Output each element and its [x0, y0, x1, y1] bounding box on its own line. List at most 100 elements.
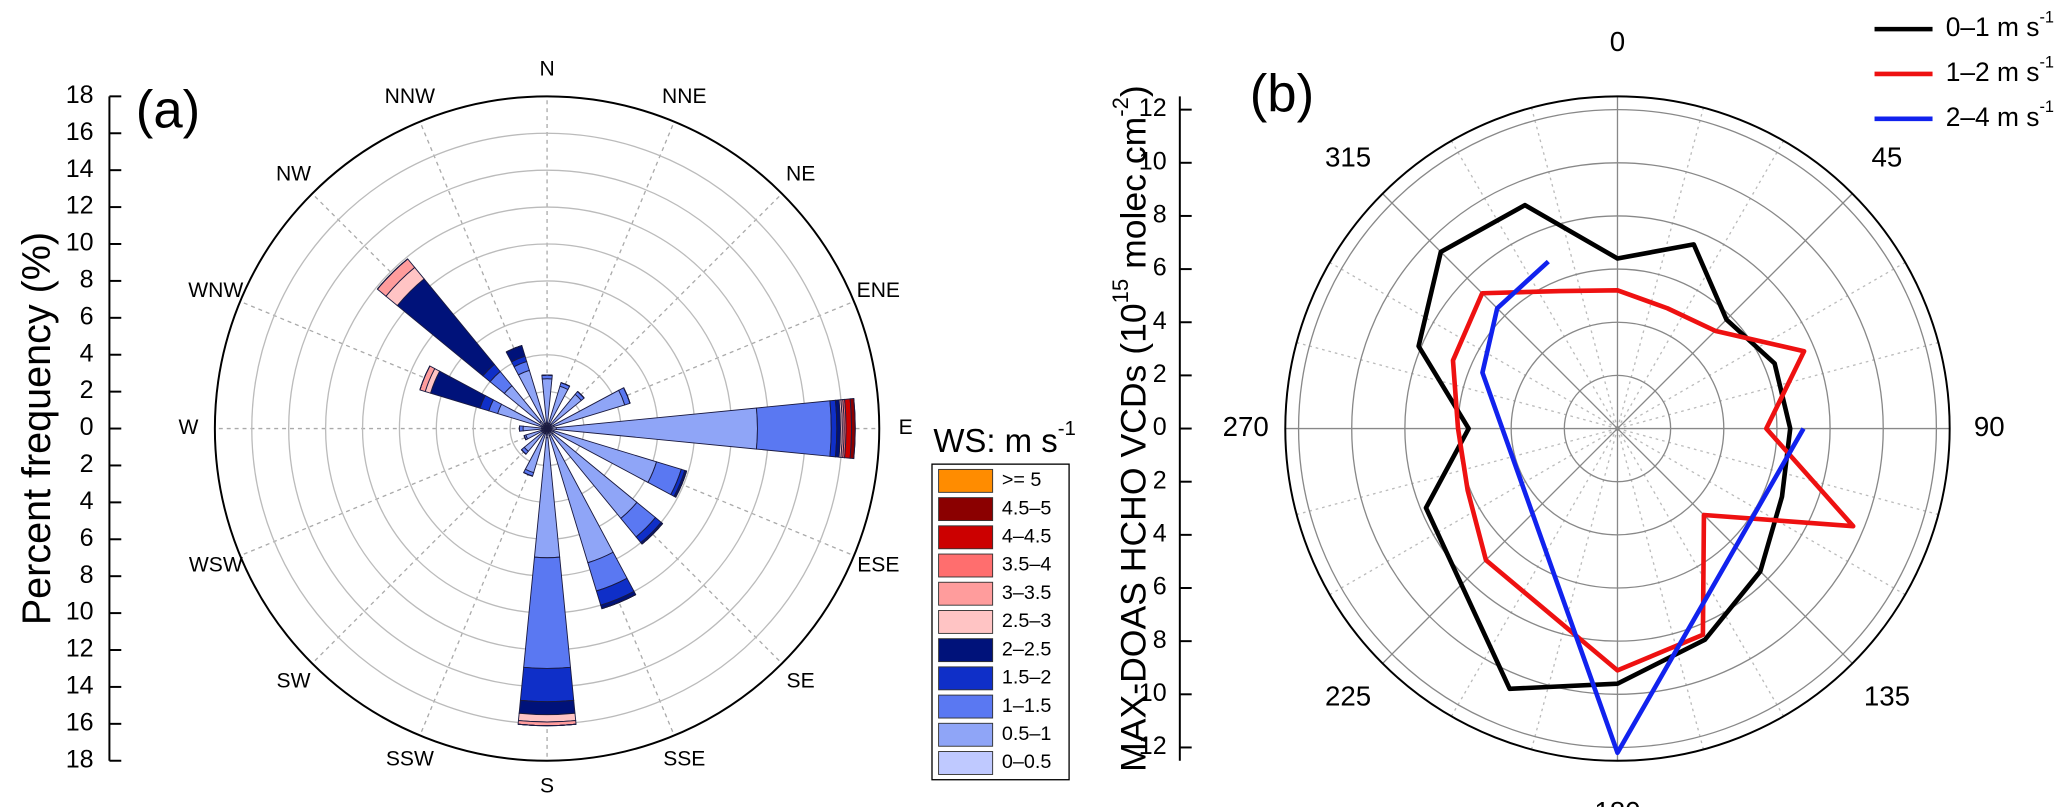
series-line [1416, 202, 1793, 692]
direction-label: SW [277, 670, 311, 693]
legend-label: 2–2.5 [1002, 638, 1051, 660]
legend-label: >= 5 [1002, 469, 1042, 491]
wedge-segment [518, 723, 577, 727]
outer-ring [213, 95, 881, 762]
direction-label: SSE [663, 747, 705, 770]
legend-label: 0.5–1 [1002, 723, 1051, 745]
direction-label: WSW [189, 553, 243, 576]
y-tick-label: 8 [80, 561, 94, 589]
y-axis-label-text: MAX-DOAS HCHO VCDs (10 [1114, 303, 1154, 772]
outer-ring [1284, 95, 1951, 762]
angle-tick-label: 90 [1974, 411, 2005, 442]
legend-label: 0–0.5 [1002, 751, 1051, 773]
y-tick-label: 6 [1153, 254, 1167, 282]
spoke [546, 121, 675, 429]
y-tick-label: 18 [66, 745, 94, 773]
y-tick-label: 10 [1139, 679, 1167, 707]
legend-swatch [938, 610, 994, 634]
legend-title-sup: -1 [1058, 418, 1076, 440]
minor-spoke [1450, 428, 1619, 717]
legend-label-text: 0–1 m s [1946, 12, 2040, 42]
legend-label-sup: -1 [2039, 54, 2054, 72]
y-axis-label: MAX-DOAS HCHO VCDs (1015 molec cm-2) [1108, 85, 1154, 772]
y-tick-label: 6 [80, 524, 94, 552]
series-line [1450, 288, 1856, 673]
wedge-segment [517, 712, 577, 723]
minor-spoke [1450, 140, 1619, 429]
legend-label-sup: -1 [2039, 9, 2054, 27]
angle-grid-line [1382, 428, 1618, 664]
panel-label: (a) [136, 80, 200, 139]
minor-spoke [1616, 140, 1785, 429]
legend-label: 1.5–2 [1002, 667, 1051, 689]
direction-label: W [179, 416, 199, 439]
spoke [311, 428, 548, 664]
wedge-segment [523, 556, 571, 669]
minor-spoke [1616, 107, 1705, 429]
y-tick-label: 6 [1153, 573, 1167, 601]
legend-swatch [938, 666, 994, 691]
y-tick-label: 14 [66, 672, 94, 700]
y-tick-label: 2 [80, 450, 94, 478]
legend-label: 3–3.5 [1002, 582, 1051, 604]
direction-label: S [540, 775, 554, 798]
legend-swatch [938, 638, 994, 663]
legend-label: 2.5–3 [1002, 610, 1051, 632]
y-tick-label: 0 [1153, 413, 1167, 441]
angle-grid-line [1617, 193, 1853, 430]
y-tick-label: 8 [1153, 626, 1167, 654]
spoke [419, 428, 548, 736]
angle-tick-label: 135 [1864, 680, 1910, 711]
wedge-segment [522, 425, 543, 432]
legend-label: 4.5–5 [1002, 497, 1051, 519]
direction-label: N [539, 58, 554, 81]
legend-swatch [938, 525, 994, 550]
y-tick-label: 4 [80, 487, 94, 515]
legend-label: 1–2 m s-1 [1946, 54, 2054, 87]
y-tick-label: 14 [66, 155, 94, 183]
wedge-segment [396, 278, 496, 377]
y-axis-label-sup: 15 [1108, 279, 1133, 304]
spoke [546, 193, 783, 430]
legend-label: 0–1 m s-1 [1946, 9, 2054, 42]
wedge-segment [523, 472, 533, 477]
y-tick-label: 10 [66, 229, 94, 257]
legend-swatch [938, 751, 994, 775]
y-tick-label: 4 [1153, 519, 1167, 547]
minor-spoke [1329, 261, 1618, 430]
angle-tick-label: 225 [1325, 680, 1371, 711]
y-axis-label-sup: -2 [1108, 97, 1133, 117]
legend-swatch [938, 581, 994, 606]
y-tick-label: 2 [1153, 360, 1167, 388]
angle-tick-label: 315 [1325, 141, 1371, 172]
panel-a: N NNE NE ENE E ESE SE SSE S SSW SW WSW W WNW NW NNW 0 2 2 4… [15, 58, 1076, 798]
y-tick-label: 12 [66, 192, 94, 220]
y-tick-label: 2 [1153, 466, 1167, 494]
wedge-segment [429, 370, 486, 409]
legend-swatch [938, 468, 994, 493]
legend-swatch [938, 722, 994, 747]
direction-label: SE [787, 670, 815, 693]
angle-tick-label: 180 [1594, 796, 1640, 807]
wedge-segment [518, 425, 524, 432]
direction-label: E [899, 416, 913, 439]
direction-label: SSW [386, 747, 434, 770]
wedge-segment [755, 400, 832, 457]
direction-label: NNW [385, 85, 435, 108]
wedge-segment [541, 374, 553, 380]
legend-swatch [938, 553, 994, 578]
panel-b: 0459013518022527031502244668810101212MAX… [1108, 9, 2054, 807]
legend-label: 4–4.5 [1002, 526, 1051, 548]
legend-swatch [938, 694, 994, 719]
y-tick-label: 4 [80, 339, 94, 367]
y-tick-label: 4 [1153, 307, 1167, 335]
y-tick-label: 10 [1139, 147, 1167, 175]
y-tick-label: 6 [80, 302, 94, 330]
minor-spoke [1616, 428, 1785, 717]
direction-label: NW [276, 163, 311, 186]
wedge-segment [519, 666, 575, 703]
series-line [1480, 259, 1806, 756]
y-tick-label: 8 [1153, 201, 1167, 229]
